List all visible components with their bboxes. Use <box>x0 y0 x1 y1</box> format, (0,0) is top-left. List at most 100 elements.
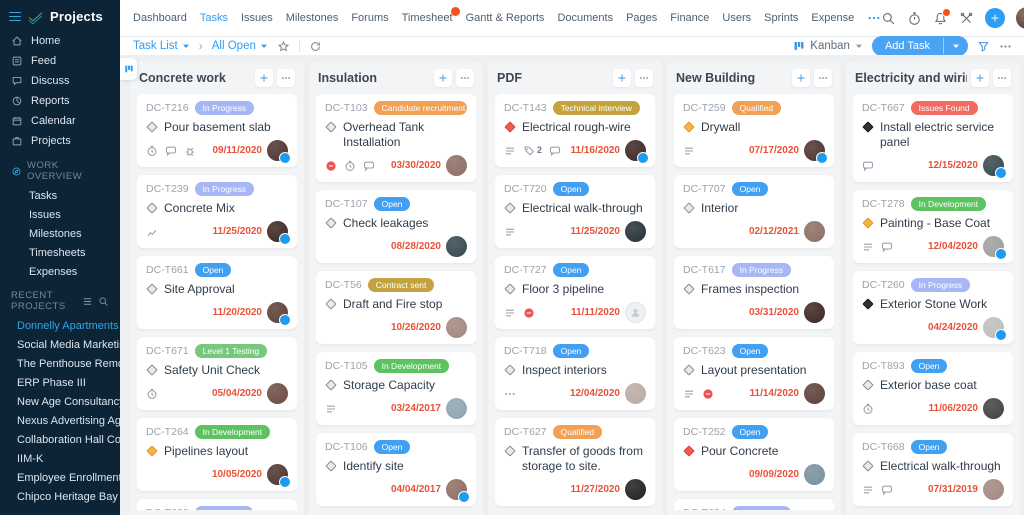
blocked-icon[interactable] <box>325 160 337 172</box>
assignee-avatar[interactable] <box>446 398 467 419</box>
add-card-button[interactable] <box>792 69 810 87</box>
sidebar-item-feed[interactable]: Feed <box>0 51 120 71</box>
assignee-avatar[interactable] <box>267 140 291 164</box>
assignee-avatar[interactable] <box>983 155 1007 179</box>
hamburger-menu-icon[interactable] <box>9 11 21 22</box>
task-card[interactable]: DC-T259 Qualified Drywall 07/17/2020 <box>674 94 834 167</box>
list-icon[interactable] <box>862 241 874 253</box>
task-card[interactable]: DC-T239 In Progress Concrete Mix 11/25/2020 <box>137 175 297 248</box>
project-item-iim-k[interactable]: IIM-K <box>17 452 44 465</box>
sidebar-item-projects[interactable]: Projects <box>0 131 120 151</box>
task-card[interactable]: DC-T661 Open Site Approval 11/20/2020 <box>137 256 297 329</box>
add-task-button[interactable]: Add Task <box>871 36 968 56</box>
tab-sprints[interactable]: Sprints <box>764 12 798 24</box>
clock-icon[interactable] <box>862 403 874 415</box>
assignee-avatar[interactable] <box>267 221 291 245</box>
assignee-avatar[interactable] <box>625 479 646 500</box>
sidebar-item-calendar[interactable]: Calendar <box>0 111 120 131</box>
filter-icon[interactable] <box>977 40 990 53</box>
project-item-chipco-heritage-bay[interactable]: Chipco Heritage Bay <box>17 490 118 503</box>
add-new-button[interactable] <box>985 8 1006 28</box>
assignee-avatar[interactable] <box>446 479 470 503</box>
tab-gantt-reports[interactable]: Gantt & Reports <box>466 12 545 24</box>
tab-pages[interactable]: Pages <box>626 12 657 24</box>
task-card[interactable]: DC-T720 Open Electrical walk-through 11/25/… <box>495 175 655 248</box>
task-card[interactable]: DC-T671 Level 1 Testing Safety Unit Check 0… <box>137 337 297 410</box>
clock-icon[interactable] <box>146 388 158 400</box>
open-filter-dropdown[interactable]: All Open <box>212 40 268 52</box>
project-item-donnelly-apartments-c[interactable]: Donnelly Apartments C <box>17 319 120 332</box>
view-switcher[interactable]: Kanban <box>793 40 863 52</box>
assignee-avatar[interactable] <box>625 302 646 323</box>
tab-tasks[interactable]: Tasks <box>200 12 228 24</box>
assignee-avatar[interactable] <box>983 236 1007 260</box>
task-card[interactable]: DC-T260 In Progress Exterior Stone Work 04/… <box>853 271 1013 344</box>
task-card[interactable]: DC-T264 In Development Pipelines layout 10/… <box>137 418 297 491</box>
user-avatar[interactable] <box>1016 7 1024 29</box>
assignee-avatar[interactable] <box>267 302 291 326</box>
assignee-avatar[interactable] <box>267 464 291 488</box>
notifications-bell-icon[interactable] <box>933 7 952 26</box>
nav-more[interactable] <box>867 11 881 25</box>
assignee-avatar[interactable] <box>804 302 825 323</box>
task-card[interactable]: DC-T667 Issues Found Install electric serv… <box>853 94 1013 182</box>
list-icon[interactable] <box>504 145 516 157</box>
refresh-icon[interactable] <box>309 40 322 53</box>
sidebar-item-expenses[interactable]: Expenses <box>29 265 78 278</box>
task-card[interactable]: DC-T660Written testCuring11/06/2020 <box>137 499 297 510</box>
tab-expense[interactable]: Expense <box>811 12 854 24</box>
tools-icon[interactable] <box>959 11 974 26</box>
tab-documents[interactable]: Documents <box>557 12 613 24</box>
project-item-social-media-marketing[interactable]: Social Media Marketing <box>17 338 120 351</box>
task-card[interactable]: DC-T103 Candidate recruitment Overhead Tan… <box>316 94 476 182</box>
graph-icon[interactable] <box>146 226 158 238</box>
tag-icon[interactable]: 2 <box>523 145 542 157</box>
list-icon[interactable] <box>504 307 516 319</box>
clock-icon[interactable] <box>344 160 356 172</box>
project-item-the-penthouse-remod[interactable]: The Penthouse Remod <box>17 357 120 370</box>
assignee-avatar[interactable] <box>625 221 646 242</box>
project-list-icon[interactable] <box>82 296 93 307</box>
search-icon[interactable] <box>881 11 896 26</box>
assignee-avatar[interactable] <box>804 140 828 164</box>
task-card[interactable]: DC-T627 Qualified Transfer of goods from s… <box>495 418 655 506</box>
task-card[interactable]: DC-T252 Open Pour Concrete 09/09/2020 <box>674 418 834 491</box>
task-card[interactable]: DC-T107 Open Check leakages 08/28/2020 <box>316 190 476 263</box>
assignee-avatar[interactable] <box>267 383 288 404</box>
task-card[interactable]: DC-T106 Open Identify site 04/04/2017 <box>316 433 476 506</box>
column-more-button[interactable] <box>277 69 295 87</box>
list-icon[interactable] <box>325 403 337 415</box>
task-card[interactable]: DC-T278 In Development Painting - Base Coa… <box>853 190 1013 263</box>
add-task-dropdown[interactable] <box>943 38 968 54</box>
comment-icon[interactable] <box>165 145 177 157</box>
comment-icon[interactable] <box>881 484 893 496</box>
task-card[interactable]: DC-T216 In Progress Pour basement slab 09/1… <box>137 94 297 167</box>
task-card[interactable]: DC-T105 In Development Storage Capacity 03/… <box>316 352 476 425</box>
assignee-avatar[interactable] <box>804 383 825 404</box>
list-icon[interactable] <box>683 388 695 400</box>
assignee-avatar[interactable] <box>625 140 649 164</box>
project-item-collaboration-hall-con[interactable]: Collaboration Hall Con <box>17 433 120 446</box>
column-more-button[interactable] <box>814 69 832 87</box>
task-card[interactable]: DC-T668 Open Electrical walk-through 07/31/… <box>853 433 1013 506</box>
tab-timesheet[interactable]: Timesheet <box>402 7 460 24</box>
assignee-avatar[interactable] <box>804 221 825 242</box>
add-card-button[interactable] <box>434 69 452 87</box>
project-item-erp-phase-iii[interactable]: ERP Phase III <box>17 376 86 389</box>
sidebar-item-discuss[interactable]: Discuss <box>0 71 120 91</box>
board-panel-toggle[interactable] <box>120 58 137 80</box>
sidebar-item-reports[interactable]: Reports <box>0 91 120 111</box>
task-card[interactable]: DC-T623 Open Layout presentation 11/14/2020 <box>674 337 834 410</box>
task-card[interactable]: DC-T624In ProgressConstruction layout04/… <box>674 499 834 510</box>
assignee-avatar[interactable] <box>983 398 1004 419</box>
dots-icon[interactable] <box>504 388 516 400</box>
sidebar-item-milestones[interactable]: Milestones <box>29 227 82 240</box>
tab-dashboard[interactable]: Dashboard <box>133 12 187 24</box>
sidebar-item-home[interactable]: Home <box>0 31 120 51</box>
assignee-avatar[interactable] <box>446 317 467 338</box>
assignee-avatar[interactable] <box>625 383 646 404</box>
favorite-star-icon[interactable] <box>277 40 290 53</box>
add-card-button[interactable] <box>971 69 989 87</box>
add-card-button[interactable] <box>613 69 631 87</box>
assignee-avatar[interactable] <box>983 317 1007 341</box>
